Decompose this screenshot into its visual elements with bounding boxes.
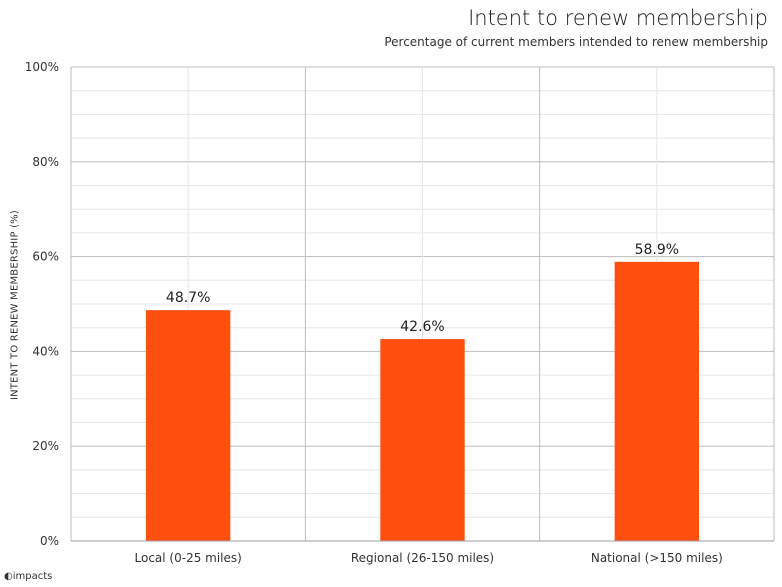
x-tick-label: Regional (26-150 miles) bbox=[351, 551, 494, 565]
x-tick-label: Local (0-25 miles) bbox=[135, 551, 242, 565]
bar bbox=[614, 261, 700, 541]
y-tick-label: 20% bbox=[32, 439, 59, 453]
chart-title: Intent to renew membership bbox=[468, 6, 768, 30]
y-tick-label: 80% bbox=[32, 155, 59, 169]
bar-data-label: 58.9% bbox=[635, 242, 679, 258]
bar-data-label: 42.6% bbox=[400, 319, 444, 335]
bar bbox=[145, 310, 231, 541]
x-tick-label: National (>150 miles) bbox=[591, 551, 723, 565]
y-tick-label: 100% bbox=[25, 60, 59, 74]
logo-mark-icon: ◐ bbox=[4, 571, 13, 582]
logo-text: impacts bbox=[12, 571, 53, 582]
impacts-logo: ◐impacts bbox=[4, 571, 52, 582]
bar bbox=[380, 339, 465, 541]
bar-data-label: 48.7% bbox=[166, 290, 210, 306]
chart-subtitle: Percentage of current members intended t… bbox=[384, 35, 768, 49]
y-tick-label: 60% bbox=[32, 250, 59, 264]
y-tick-label: 0% bbox=[40, 534, 59, 548]
y-tick-label: 40% bbox=[32, 344, 59, 358]
